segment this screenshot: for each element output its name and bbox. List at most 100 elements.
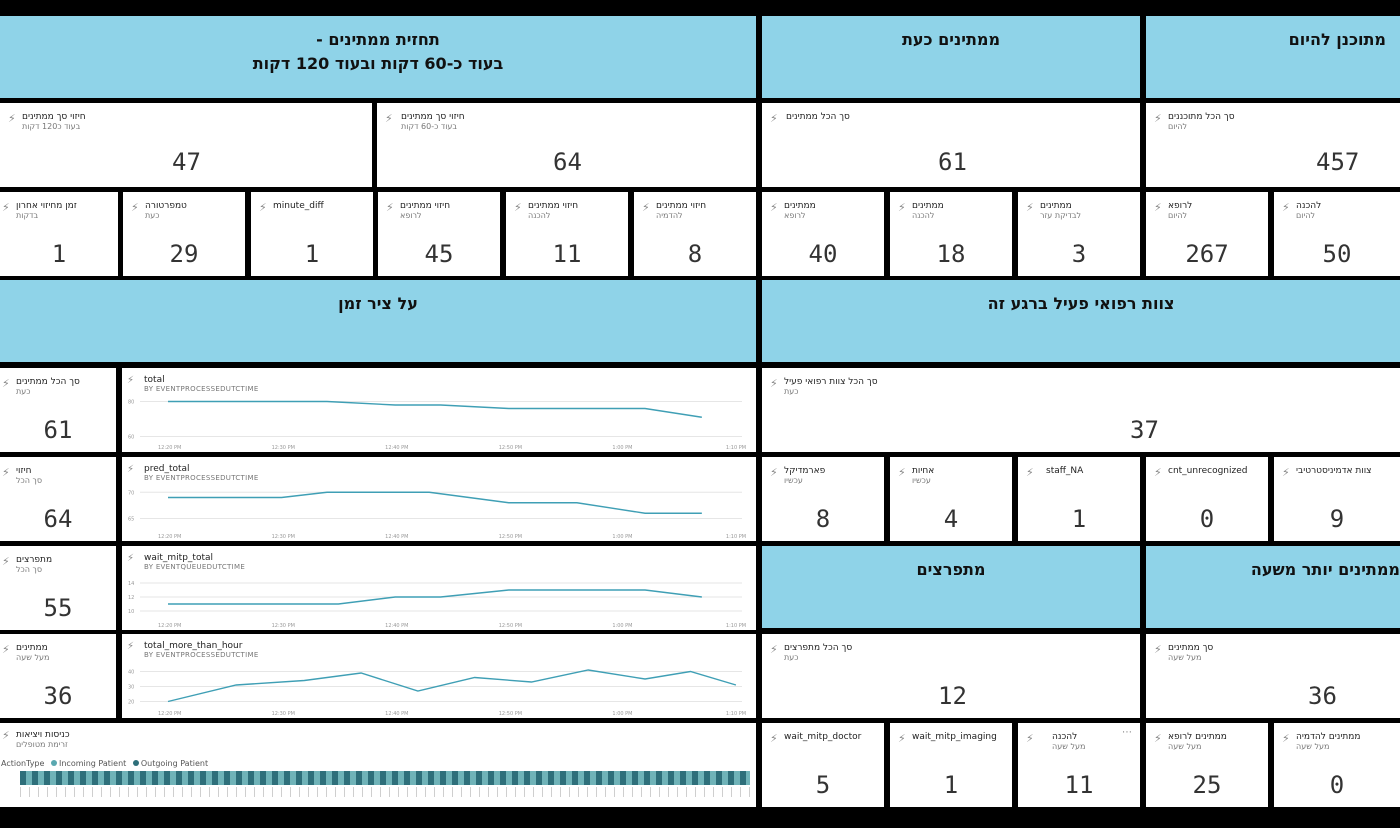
- tile-side-total[interactable]: ⚡ סך הכל ממתינים כעת 61: [0, 368, 116, 452]
- tile-in-out-flow[interactable]: ⚡ כניסות ויציאות זרימת מטופלים ActionTyp…: [0, 723, 756, 807]
- lightning-pin-icon[interactable]: ⚡: [386, 201, 394, 214]
- tile-side-hour[interactable]: ⚡ ממתינים מעל שעה 36: [0, 634, 116, 718]
- lightning-pin-icon[interactable]: ⚡: [514, 201, 522, 214]
- lightning-pin-icon[interactable]: ⚡: [1154, 112, 1162, 125]
- tile-pred-60[interactable]: ⚡ חיזוי סך ממתינים בעוד כ-60 דקות 64: [377, 103, 756, 187]
- lightning-pin-icon[interactable]: ⚡: [2, 201, 10, 214]
- tile-value: 4: [943, 505, 959, 533]
- tile-subtitle: מעל שעה: [1296, 742, 1330, 751]
- lightning-pin-icon[interactable]: ⚡: [1026, 201, 1034, 214]
- chart-total-more-than-hour[interactable]: ⚡ total_more_than_hour BY EVENTPROCESSED…: [122, 634, 756, 718]
- tile-cnt-unrecognized[interactable]: ⚡ cnt_unrecognized 0: [1146, 457, 1268, 541]
- lightning-pin-icon[interactable]: ⚡: [770, 732, 778, 745]
- chart-total[interactable]: ⚡ total BY EVENTPROCESSEDUTCTIME 80 60 12:…: [122, 368, 756, 452]
- y-tick-label: 40: [128, 670, 134, 676]
- more-icon[interactable]: ⋯: [1122, 727, 1132, 738]
- lightning-pin-icon[interactable]: ⚡: [8, 112, 16, 125]
- tile-admin-staff[interactable]: ⚡ צוות אדמיניסטרטיבי 9: [1274, 457, 1400, 541]
- legend-outgoing[interactable]: Outgoing Patient: [140, 759, 209, 768]
- tile-wait-doctor[interactable]: ⚡ ממתינים לרופא 40: [762, 192, 884, 276]
- tile-wait-mitp-imaging[interactable]: ⚡ wait_mitp_imaging 1: [890, 723, 1012, 807]
- lightning-pin-icon[interactable]: ⚡: [2, 555, 10, 568]
- tile-title: minute_diff: [273, 201, 324, 211]
- tile-subtitle: מעל שעה: [16, 653, 50, 662]
- series-line[interactable]: [168, 491, 702, 514]
- tile-pred-doctor[interactable]: ⚡ חיזוי ממתינים לרופא 45: [378, 192, 500, 276]
- tile-hour-imaging[interactable]: ⚡ ממתינים להדמיה מעל שעה 0: [1274, 723, 1400, 807]
- tile-wait-mitp-doctor[interactable]: ⚡ wait_mitp_doctor 5: [762, 723, 884, 807]
- lightning-pin-icon[interactable]: ⚡: [127, 375, 135, 386]
- lightning-pin-icon[interactable]: ⚡: [770, 201, 778, 214]
- tile-burst-total[interactable]: ⚡ סך הכל מתפרצים כעת 12: [762, 634, 1140, 718]
- series-line[interactable]: [168, 589, 702, 605]
- tile-hour-doctor[interactable]: ⚡ ממתינים לרופא מעל שעה 25: [1146, 723, 1268, 807]
- lightning-pin-icon[interactable]: ⚡: [898, 201, 906, 214]
- tile-subtitle: מעל שעה: [1052, 742, 1086, 751]
- legend-incoming[interactable]: Incoming Patient: [58, 759, 127, 768]
- tile-hour-prep[interactable]: ⚡ ⋯ להכנה מעל שעה 11: [1018, 723, 1140, 807]
- lightning-pin-icon[interactable]: ⚡: [127, 553, 135, 564]
- tile-planned-doctor[interactable]: ⚡ לרופא להיום 267: [1146, 192, 1268, 276]
- tile-pred-imaging[interactable]: ⚡ חיזוי ממתינים להדמיה 8: [634, 192, 756, 276]
- tile-value: 61: [43, 416, 73, 444]
- series-line[interactable]: [167, 669, 737, 703]
- tile-staff-na[interactable]: ⚡ staff_NA 1: [1018, 457, 1140, 541]
- lightning-pin-icon[interactable]: ⚡: [770, 466, 778, 479]
- lightning-pin-icon[interactable]: ⚡: [1026, 466, 1034, 479]
- tile-planned-prep[interactable]: ⚡ להכנה להיום 50: [1274, 192, 1400, 276]
- lightning-pin-icon[interactable]: ⚡: [1026, 732, 1034, 745]
- tile-title: סך הכל מתוכננים: [1168, 112, 1235, 122]
- tile-title: מתפרצים: [16, 555, 53, 565]
- y-tick-label: 14: [128, 581, 134, 587]
- lightning-pin-icon[interactable]: ⚡: [259, 201, 267, 214]
- lightning-pin-icon[interactable]: ⚡: [898, 466, 906, 479]
- chart-pred-total[interactable]: ⚡ pred_total BY EVENTPROCESSEDUTCTIME 70…: [122, 457, 756, 541]
- lightning-pin-icon[interactable]: ⚡: [2, 643, 10, 656]
- tile-pred-prep[interactable]: ⚡ חיזוי ממתינים להכנה 11: [506, 192, 628, 276]
- tile-side-pred[interactable]: ⚡ חיזוי סך הכל 64: [0, 457, 116, 541]
- tile-pred-120[interactable]: ⚡ חיזוי סך ממתינים בעוד כ120 דקות 47: [0, 103, 372, 187]
- tile-temperature[interactable]: ⚡ טמפרטורה כעת 29: [123, 192, 245, 276]
- tile-last-prediction-time[interactable]: ⚡ זמן מחיזוי אחרון בדקות 1: [0, 192, 118, 276]
- lightning-pin-icon[interactable]: ⚡: [131, 201, 139, 214]
- chart-svg: 14 12 10 12:20 PM 12:30 PM 12:40 PM 12:50 PM 1:…: [128, 581, 746, 629]
- tile-hour-total[interactable]: ⚡ סך ממתינים מעל שעה 36: [1146, 634, 1400, 718]
- tile-wait-exam[interactable]: ⚡ ממתינים לבדיקת עזר 3: [1018, 192, 1140, 276]
- lightning-pin-icon[interactable]: ⚡: [1282, 466, 1290, 479]
- lightning-pin-icon[interactable]: ⚡: [770, 377, 778, 390]
- lightning-pin-icon[interactable]: ⚡: [2, 377, 10, 390]
- tile-subtitle: סך הכל: [16, 476, 43, 485]
- lightning-pin-icon[interactable]: ⚡: [642, 201, 650, 214]
- tile-total-waiting[interactable]: ⚡ סך הכל ממתינים 61: [762, 103, 1140, 187]
- lightning-pin-icon[interactable]: ⚡: [1154, 466, 1162, 479]
- lightning-pin-icon[interactable]: ⚡: [1154, 643, 1162, 656]
- lightning-pin-icon[interactable]: ⚡: [1154, 732, 1162, 745]
- tile-value: 55: [43, 594, 73, 622]
- chart-svg: 80 60 12:20 PM 12:30 PM 12:40 PM 12:50 PM 1:00…: [128, 400, 746, 452]
- tile-wait-prep[interactable]: ⚡ ממתינים להכנה 18: [890, 192, 1012, 276]
- lightning-pin-icon[interactable]: ⚡: [127, 464, 135, 475]
- lightning-pin-icon[interactable]: ⚡: [1282, 732, 1290, 745]
- tile-nurses[interactable]: ⚡ אחיות עכשיו 4: [890, 457, 1012, 541]
- tile-side-burst[interactable]: ⚡ מתפרצים סך הכל 55: [0, 546, 116, 630]
- series-line[interactable]: [168, 400, 702, 418]
- chart-wait-mitp-total[interactable]: ⚡ wait_mitp_total BY EVENTQUEUEDUTCTIME …: [122, 546, 756, 630]
- flow-bars: [20, 771, 750, 785]
- tile-subtitle: לרופא: [784, 211, 806, 220]
- lightning-pin-icon[interactable]: ⚡: [770, 112, 778, 125]
- lightning-pin-icon[interactable]: ⚡: [1282, 201, 1290, 214]
- lightning-pin-icon[interactable]: ⚡: [770, 643, 778, 656]
- tile-staff-total[interactable]: ⚡ סך הכל צוות רפואי פעיל כעת 37: [762, 368, 1400, 452]
- tile-value: 1: [1071, 505, 1087, 533]
- tile-minute-diff[interactable]: ⚡ minute_diff 1: [251, 192, 373, 276]
- x-tick-label: 1:00 PM: [612, 623, 632, 629]
- lightning-pin-icon[interactable]: ⚡: [1154, 201, 1162, 214]
- tile-total-planned[interactable]: ⚡ סך הכל מתוכננים להיום 457: [1146, 103, 1400, 187]
- lightning-pin-icon[interactable]: ⚡: [898, 732, 906, 745]
- lightning-pin-icon[interactable]: ⚡: [2, 466, 10, 479]
- tile-paramedic[interactable]: ⚡ פארמדיקל עכשיו 8: [762, 457, 884, 541]
- lightning-pin-icon[interactable]: ⚡: [127, 641, 135, 652]
- tile-title: סך הכל מתפרצים: [784, 643, 853, 653]
- lightning-pin-icon[interactable]: ⚡: [385, 112, 393, 125]
- lightning-pin-icon[interactable]: ⚡: [2, 729, 10, 742]
